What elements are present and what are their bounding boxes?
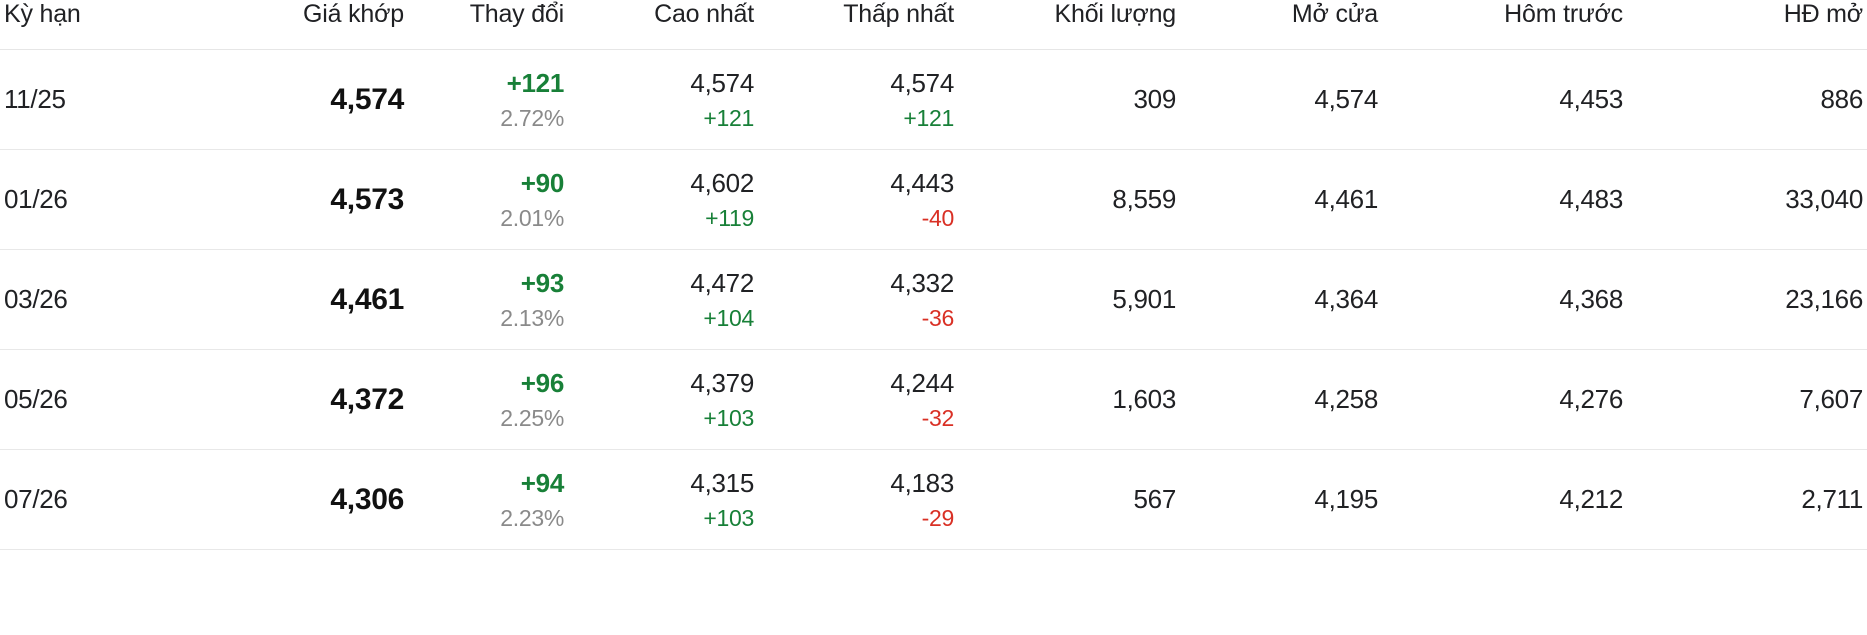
high-value: 4,315 xyxy=(690,467,754,498)
column-header-open[interactable]: Mở cửa xyxy=(1291,0,1378,28)
table-body: 11/25 4,574 +121 2.72% 4,574 +121 4,574 +121 309… xyxy=(0,50,1867,550)
cell-open: 4,195 xyxy=(1314,484,1378,514)
column-header-oi[interactable]: HĐ mở xyxy=(1783,0,1863,28)
table-header: Kỳ hạn Giá khớp Thay đổi Cao nhất Thấp n… xyxy=(0,0,1867,50)
cell-volume: 567 xyxy=(1133,484,1177,514)
low-value: 4,332 xyxy=(890,267,954,298)
low-delta: -36 xyxy=(921,304,955,331)
cell-low: 4,574 +121 xyxy=(758,50,958,150)
high-value: 4,472 xyxy=(690,267,754,298)
cell-prev: 4,368 xyxy=(1559,284,1623,314)
cell-prev: 4,453 xyxy=(1559,84,1623,114)
cell-high: 4,602 +119 xyxy=(568,150,758,250)
change-value: +90 xyxy=(520,167,565,198)
cell-low: 4,443 -40 xyxy=(758,150,958,250)
cell-open-interest: 23,166 xyxy=(1785,284,1863,314)
column-header-low[interactable]: Thấp nhất xyxy=(843,0,954,28)
change-value: +121 xyxy=(506,67,565,98)
cell-high: 4,574 +121 xyxy=(568,50,758,150)
change-value: +96 xyxy=(520,367,565,398)
change-value: +94 xyxy=(520,467,565,498)
cell-change: +90 2.01% xyxy=(408,150,568,250)
cell-term[interactable]: 11/25 xyxy=(4,84,66,114)
cell-low: 4,183 -29 xyxy=(758,450,958,550)
cell-open: 4,258 xyxy=(1314,384,1378,414)
cell-price: 4,574 xyxy=(330,82,404,116)
high-value: 4,602 xyxy=(690,167,754,198)
low-delta: +121 xyxy=(903,104,954,131)
change-percent: 2.23% xyxy=(500,504,564,531)
high-delta: +103 xyxy=(703,504,754,531)
high-delta: +121 xyxy=(703,104,754,131)
column-header-change[interactable]: Thay đổi xyxy=(469,0,564,28)
cell-price: 4,573 xyxy=(330,182,404,216)
high-delta: +119 xyxy=(705,204,754,231)
table-row[interactable]: 03/26 4,461 +93 2.13% 4,472 +104 4,332 -36 5,901… xyxy=(0,250,1867,350)
cell-open-interest: 886 xyxy=(1820,84,1864,114)
table-row[interactable]: 07/26 4,306 +94 2.23% 4,315 +103 4,183 -29 567 4,… xyxy=(0,450,1867,550)
low-value: 4,183 xyxy=(890,467,954,498)
cell-term[interactable]: 07/26 xyxy=(4,484,68,514)
cell-open: 4,461 xyxy=(1314,184,1378,214)
cell-open: 4,364 xyxy=(1314,284,1378,314)
cell-price: 4,461 xyxy=(330,282,404,316)
futures-price-table: Kỳ hạn Giá khớp Thay đổi Cao nhất Thấp n… xyxy=(0,0,1867,550)
low-delta: -29 xyxy=(921,504,955,531)
change-percent: 2.72% xyxy=(500,104,564,131)
high-delta: +104 xyxy=(703,304,754,331)
cell-volume: 8,559 xyxy=(1112,184,1176,214)
cell-term[interactable]: 03/26 xyxy=(4,284,68,314)
table-row[interactable]: 11/25 4,574 +121 2.72% 4,574 +121 4,574 +121 309… xyxy=(0,50,1867,150)
table-row[interactable]: 01/26 4,573 +90 2.01% 4,602 +119 4,443 -40 8,559… xyxy=(0,150,1867,250)
high-delta: +103 xyxy=(703,404,754,431)
table-header-row: Kỳ hạn Giá khớp Thay đổi Cao nhất Thấp n… xyxy=(0,0,1867,50)
cell-price: 4,306 xyxy=(330,482,404,516)
cell-change: +96 2.25% xyxy=(408,350,568,450)
low-value: 4,244 xyxy=(890,367,954,398)
cell-low: 4,332 -36 xyxy=(758,250,958,350)
cell-open-interest: 2,711 xyxy=(1801,484,1863,514)
high-value: 4,574 xyxy=(690,67,754,98)
column-header-high[interactable]: Cao nhất xyxy=(654,0,754,28)
column-header-term[interactable]: Kỳ hạn xyxy=(4,0,81,28)
column-header-prev[interactable]: Hôm trước xyxy=(1504,0,1623,28)
cell-low: 4,244 -32 xyxy=(758,350,958,450)
cell-high: 4,472 +104 xyxy=(568,250,758,350)
high-value: 4,379 xyxy=(690,367,754,398)
low-delta: -32 xyxy=(921,404,955,431)
cell-volume: 5,901 xyxy=(1112,284,1176,314)
cell-high: 4,315 +103 xyxy=(568,450,758,550)
low-delta: -40 xyxy=(921,204,955,231)
cell-prev: 4,212 xyxy=(1559,484,1623,514)
low-value: 4,574 xyxy=(890,67,954,98)
cell-volume: 309 xyxy=(1133,84,1177,114)
cell-open: 4,574 xyxy=(1314,84,1378,114)
cell-change: +94 2.23% xyxy=(408,450,568,550)
cell-term[interactable]: 05/26 xyxy=(4,384,68,414)
change-value: +93 xyxy=(520,267,565,298)
cell-open-interest: 33,040 xyxy=(1785,184,1863,214)
cell-change: +93 2.13% xyxy=(408,250,568,350)
cell-high: 4,379 +103 xyxy=(568,350,758,450)
cell-price: 4,372 xyxy=(330,382,404,416)
change-percent: 2.13% xyxy=(500,304,564,331)
change-percent: 2.01% xyxy=(500,204,564,231)
low-value: 4,443 xyxy=(890,167,954,198)
column-header-volume[interactable]: Khối lượng xyxy=(1054,0,1177,28)
cell-volume: 1,603 xyxy=(1112,384,1176,414)
cell-prev: 4,276 xyxy=(1559,384,1623,414)
column-header-price[interactable]: Giá khớp xyxy=(303,0,404,28)
cell-change: +121 2.72% xyxy=(408,50,568,150)
cell-prev: 4,483 xyxy=(1559,184,1623,214)
cell-term[interactable]: 01/26 xyxy=(4,184,68,214)
cell-open-interest: 7,607 xyxy=(1799,384,1863,414)
change-percent: 2.25% xyxy=(500,404,564,431)
table-row[interactable]: 05/26 4,372 +96 2.25% 4,379 +103 4,244 -32 1,603… xyxy=(0,350,1867,450)
